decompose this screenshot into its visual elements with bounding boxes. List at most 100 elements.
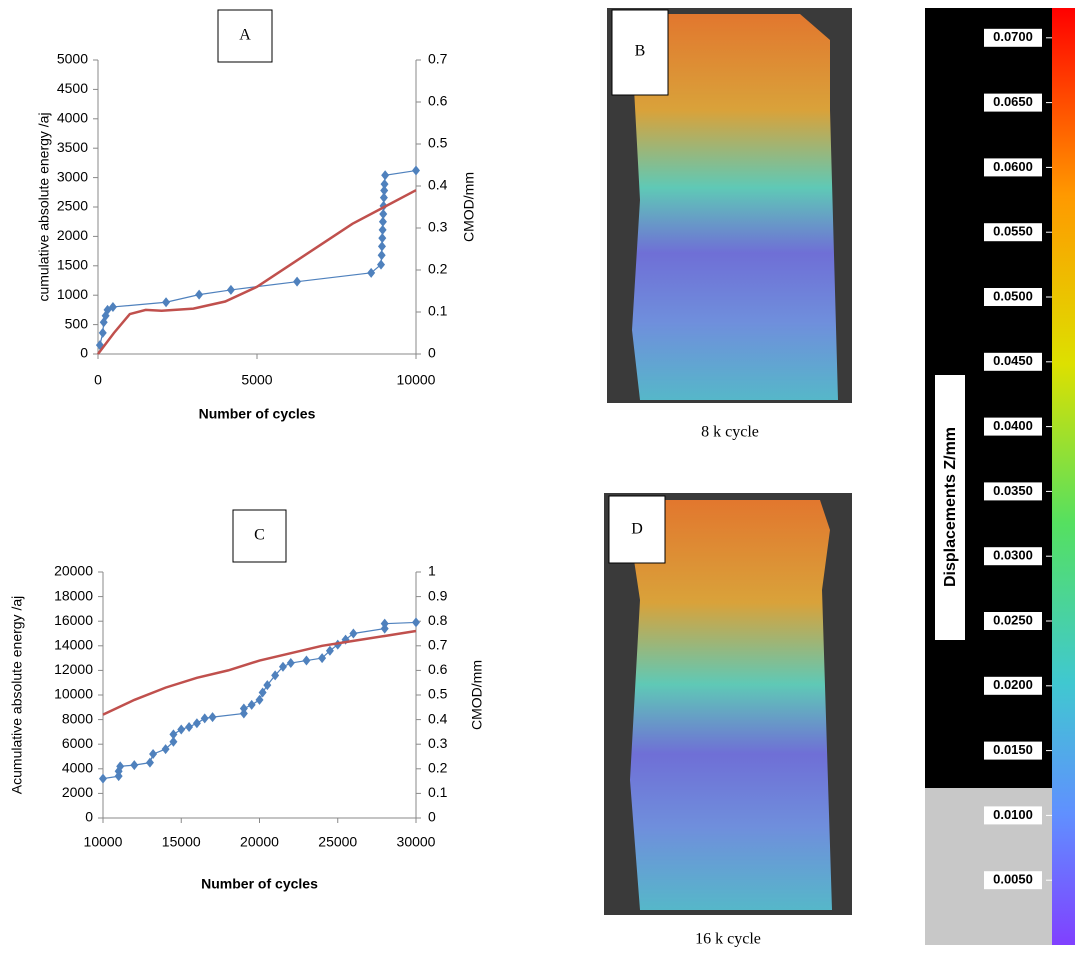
marker — [149, 749, 158, 760]
y2-axis-label: CMOD/mm — [461, 172, 477, 242]
tick-box — [984, 158, 1042, 177]
label-box — [232, 509, 287, 563]
y-tick-label: 20000 — [54, 563, 93, 579]
colorbar-tick-label: 0.0450 — [993, 353, 1033, 368]
y-tick-label: 14000 — [54, 637, 93, 653]
marker — [99, 773, 107, 784]
marker — [377, 250, 386, 261]
specimen — [630, 14, 838, 400]
y2-tick-label: 0.2 — [428, 760, 448, 776]
y-axis-label: cumulative absolute energy /aj — [36, 112, 52, 301]
marker — [169, 729, 178, 740]
specimen — [625, 500, 832, 910]
colorbar-tick-label: 0.0100 — [993, 807, 1033, 822]
label-box — [217, 9, 273, 63]
tick-box — [984, 612, 1042, 631]
y2-tick-label: 0.5 — [428, 686, 448, 702]
marker — [380, 618, 389, 629]
marker — [200, 713, 209, 724]
y2-tick-label: 0.7 — [428, 637, 448, 653]
series-line — [99, 169, 417, 346]
marker — [380, 179, 389, 190]
panel-label: D — [631, 521, 643, 538]
marker — [177, 724, 186, 735]
y-tick-label: 16000 — [54, 612, 93, 628]
y2-tick-label: 0.6 — [428, 93, 448, 109]
marker — [195, 289, 204, 300]
colorbar-tick-label: 0.0400 — [993, 418, 1033, 433]
tick-box — [984, 676, 1042, 695]
colorbar-tick-label: 0.0500 — [993, 288, 1033, 303]
y2-tick-label: 0.2 — [428, 261, 448, 277]
tick-box — [984, 741, 1042, 760]
marker — [381, 170, 390, 181]
y-tick-label: 3000 — [57, 168, 88, 184]
marker — [379, 192, 388, 203]
marker — [378, 233, 387, 244]
title-box — [935, 375, 965, 640]
y-tick-label: 2000 — [57, 227, 88, 243]
colorbar-title: Displacements Z/mm — [942, 427, 959, 587]
marker — [349, 628, 358, 639]
tick-box — [984, 28, 1042, 47]
y2-tick-label: 0.9 — [428, 587, 448, 603]
caption: 16 k cycle — [695, 931, 761, 948]
x-tick-label: 10000 — [84, 834, 123, 850]
marker — [258, 687, 267, 698]
panel-label: C — [254, 527, 265, 544]
x-tick-label: 0 — [94, 372, 102, 388]
marker — [412, 617, 420, 628]
marker — [162, 297, 171, 308]
y2-tick-label: 0.4 — [428, 710, 448, 726]
x-tick-label: 25000 — [318, 834, 357, 850]
tick-box — [984, 223, 1042, 242]
marker — [380, 185, 389, 196]
y2-tick-label: 0.1 — [428, 784, 448, 800]
marker — [378, 216, 387, 227]
colorbar-tick-label: 0.0650 — [993, 94, 1033, 109]
colorbar-tick-label: 0.0200 — [993, 677, 1033, 692]
colorbar-tick-label: 0.0150 — [993, 742, 1033, 757]
y2-tick-label: 0.7 — [428, 51, 448, 67]
y-tick-label: 0 — [85, 809, 93, 825]
x-tick-label: 30000 — [397, 834, 436, 850]
marker — [377, 241, 386, 252]
y-tick-label: 1000 — [57, 286, 88, 302]
colorbar-tick-label: 0.0050 — [993, 872, 1033, 887]
marker — [378, 224, 387, 235]
marker — [116, 761, 125, 772]
tick-box — [984, 288, 1042, 307]
marker — [185, 721, 194, 732]
marker — [379, 209, 388, 220]
tick-box — [984, 352, 1042, 371]
y2-tick-label: 0.3 — [428, 735, 448, 751]
y2-tick-label: 0.4 — [428, 177, 448, 193]
y-tick-label: 12000 — [54, 661, 93, 677]
x-tick-label: 20000 — [240, 834, 279, 850]
colorbar-tick-label: 0.0350 — [993, 483, 1033, 498]
marker — [271, 670, 280, 681]
x-tick-label: 5000 — [241, 372, 272, 388]
caption: 8 k cycle — [701, 424, 759, 441]
y-tick-label: 1500 — [57, 257, 88, 273]
y2-tick-label: 0.3 — [428, 219, 448, 235]
marker — [318, 653, 327, 664]
marker — [255, 694, 264, 705]
y2-tick-label: 0.5 — [428, 135, 448, 151]
marker — [263, 680, 272, 691]
y2-tick-label: 1 — [428, 563, 436, 579]
y-tick-label: 500 — [65, 315, 89, 331]
y-tick-label: 18000 — [54, 587, 93, 603]
y-tick-label: 4000 — [57, 110, 88, 126]
y2-tick-label: 0.1 — [428, 303, 448, 319]
x-tick-label: 10000 — [397, 372, 436, 388]
marker — [145, 757, 154, 768]
x-tick-label: 15000 — [162, 834, 201, 850]
colorbar-tick-label: 0.0550 — [993, 224, 1033, 239]
y2-axis-label: CMOD/mm — [469, 660, 485, 730]
y-tick-label: 3500 — [57, 139, 88, 155]
y-tick-label: 8000 — [62, 710, 93, 726]
y-tick-label: 5000 — [57, 51, 88, 67]
marker — [278, 661, 287, 672]
